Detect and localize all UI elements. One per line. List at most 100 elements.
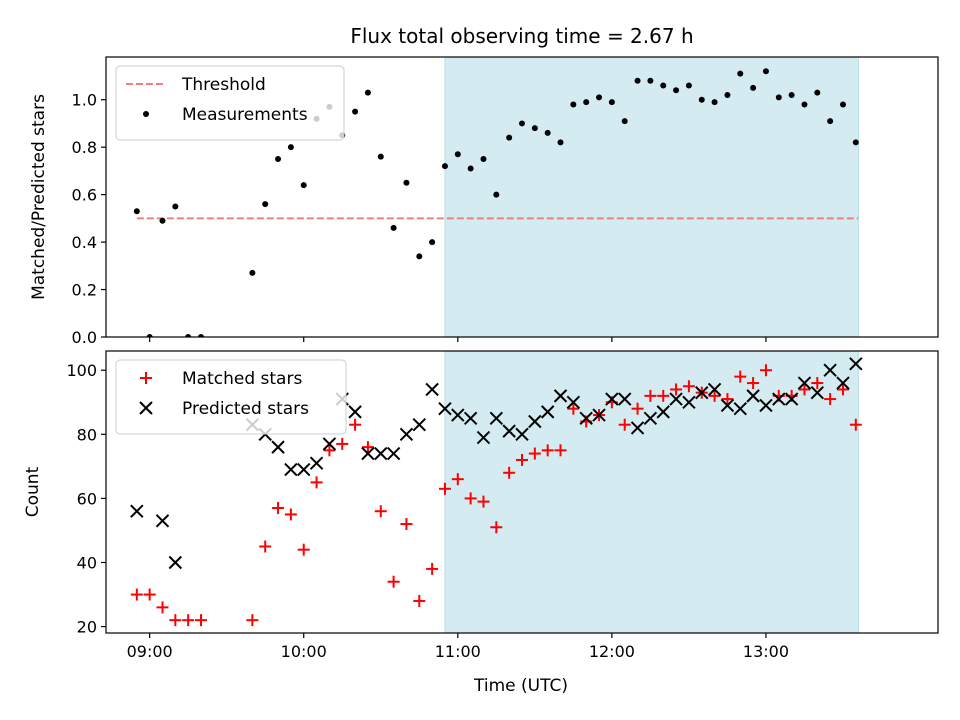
- measurement-point: [660, 82, 667, 89]
- matched-star-point: [297, 543, 310, 556]
- predicted-star-point: [797, 376, 812, 390]
- matched-star-point: [426, 562, 439, 575]
- y-tick-label: 1.0: [72, 91, 97, 110]
- y-tick-label: 0.0: [72, 328, 97, 347]
- measurement-point: [275, 156, 282, 163]
- x-tick-label: 09:00: [127, 642, 173, 661]
- predicted-star-point: [707, 382, 722, 397]
- predicted-star-point: [772, 392, 786, 406]
- matched-star-point: [336, 437, 349, 450]
- matched-star-point: [195, 614, 208, 627]
- predicted-star-point: [823, 363, 837, 377]
- matched-star-point: [644, 389, 657, 402]
- matched-star-point: [631, 402, 644, 415]
- measurement-point: [377, 153, 384, 160]
- bottom-axes-frame: [105, 350, 939, 634]
- matched-star-point: [169, 614, 182, 627]
- measurement-point: [287, 144, 294, 151]
- predicted-star-point: [322, 437, 337, 451]
- x-tick-label: 11:00: [435, 642, 481, 661]
- measurement-point: [596, 94, 603, 101]
- measurement-point: [416, 253, 423, 260]
- predicted-star-point: [643, 411, 658, 426]
- legend-matched-swatch: [140, 372, 152, 384]
- measurement-point: [570, 101, 577, 108]
- measurement-point: [429, 239, 436, 246]
- measurement-point: [685, 82, 692, 89]
- matched-star-point: [670, 383, 683, 396]
- measurement-point: [480, 156, 487, 163]
- predicted-star-point: [784, 392, 799, 406]
- predicted-star-point: [155, 514, 170, 528]
- y-tick-label: 0.8: [72, 138, 97, 157]
- matched-star-point: [503, 466, 516, 479]
- matched-star-point: [836, 383, 849, 396]
- measurement-point: [621, 118, 628, 125]
- measurement-point: [801, 101, 808, 108]
- measurement-point: [441, 163, 448, 170]
- measurement-point: [724, 91, 731, 98]
- measurement-point: [454, 151, 461, 158]
- predicted-star-point: [682, 395, 696, 409]
- matched-star-point: [387, 575, 400, 588]
- matched-star-point: [284, 508, 297, 521]
- y-tick-label: 0.2: [72, 281, 97, 300]
- predicted-star-point: [297, 462, 311, 477]
- measurement-point: [814, 89, 821, 96]
- predicted-star-point: [836, 376, 850, 390]
- matched-star-point: [451, 473, 464, 486]
- predicted-star-point: [515, 427, 529, 442]
- matched-star-point: [143, 588, 156, 601]
- measurement-point: [647, 77, 654, 84]
- matched-star-point: [541, 444, 554, 457]
- measurement-point: [852, 139, 859, 146]
- matched-star-point: [708, 389, 721, 402]
- measurement-point: [172, 203, 179, 210]
- x-tick-label: 10:00: [281, 642, 327, 661]
- measurement-point: [493, 191, 500, 198]
- measurement-point: [750, 84, 757, 91]
- predicted-star-point: [553, 389, 568, 403]
- bottom-legend: Matched stars Predicted stars: [115, 359, 347, 435]
- y-tick-label: 40: [77, 554, 97, 573]
- measurement-point: [390, 224, 397, 231]
- matched-star-point: [554, 444, 567, 457]
- predicted-star-point: [605, 392, 619, 406]
- matched-star-point: [849, 418, 862, 431]
- measurement-point: [827, 118, 834, 125]
- matched-star-point: [413, 594, 426, 607]
- predicted-star-point: [502, 424, 516, 438]
- measurement-point: [531, 125, 538, 132]
- matched-star-point: [747, 377, 760, 390]
- measurement-point: [352, 108, 359, 115]
- matched-star-point: [361, 441, 374, 454]
- y-tick-label: 60: [77, 489, 97, 508]
- bottom-y-axis-label: Count: [23, 466, 43, 517]
- measurement-point: [364, 89, 371, 96]
- measurement-point: [185, 334, 192, 337]
- matched-star-point: [246, 614, 259, 627]
- predicted-star-point: [759, 398, 773, 413]
- matched-star-point: [323, 444, 336, 457]
- predicted-star-point: [374, 446, 388, 461]
- y-tick-label: 80: [77, 425, 97, 444]
- matched-star-point: [156, 601, 169, 614]
- predicted-star-point: [592, 408, 606, 422]
- predicted-star-point: [271, 440, 285, 454]
- matched-star-point: [824, 393, 837, 406]
- matched-star-point: [618, 418, 631, 431]
- measurement-point: [839, 101, 846, 108]
- matched-star-point: [798, 383, 811, 396]
- matched-star-point: [759, 364, 772, 377]
- matched-star-point: [477, 495, 490, 508]
- series-measurements: [133, 68, 859, 337]
- measurement-point: [300, 182, 307, 189]
- predicted-star-point: [528, 414, 542, 429]
- legend-label: Threshold: [181, 75, 266, 95]
- measurement-point: [583, 99, 590, 106]
- predicted-star-point: [669, 392, 683, 406]
- measurement-point: [737, 70, 744, 77]
- matched-star-point: [516, 453, 528, 466]
- matched-star-point: [811, 377, 824, 390]
- x-tick-label: 13:00: [743, 642, 789, 661]
